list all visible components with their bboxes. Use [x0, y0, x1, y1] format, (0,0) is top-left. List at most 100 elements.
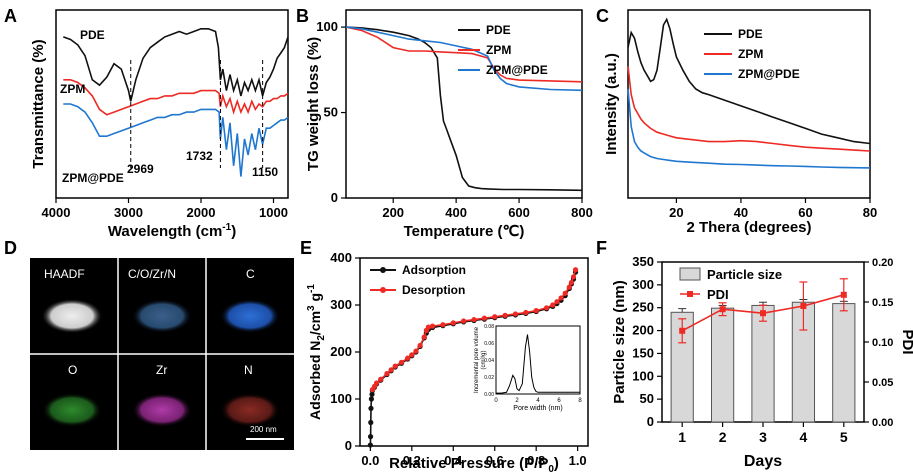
inset-y-tick-0.06: 0.06 [484, 341, 494, 347]
pdi-point-1 [679, 327, 686, 334]
x-tick-label-3: 3 [759, 429, 767, 445]
point-desorption [369, 387, 376, 393]
point-desorption [554, 299, 560, 305]
y-tick-label-50: 50 [640, 391, 654, 406]
point-adsorption [368, 396, 374, 402]
point-desorption [423, 327, 429, 333]
scalebar-label: 200 nm [250, 425, 277, 434]
legend-label-zpm-pde: ZPM@PDE [738, 67, 800, 81]
panel-letter-e: E [300, 238, 312, 258]
panel-b-lines [345, 26, 583, 192]
panel-letter-b: B [296, 6, 309, 26]
point-desorption [461, 318, 467, 324]
inset-x-tick-2: 2 [515, 398, 519, 404]
panel-f-ylabel: Particle size (nm) [611, 280, 628, 403]
x-tick-label-0.4: 0.4 [444, 453, 463, 468]
panel-a-label-pde: PDE [80, 28, 105, 42]
panel-a-x-ticks: 4000 3000 2000 1000 [42, 198, 288, 220]
pdi-point-5 [840, 291, 847, 298]
panel-e-xlabel: Relative Pressure (P/P0) [389, 455, 559, 472]
point-desorption [570, 274, 577, 280]
point-desorption [421, 334, 427, 340]
legend-marker-pdi [687, 291, 693, 297]
point-desorption [429, 323, 436, 329]
x-tick-label-3000: 3000 [114, 205, 143, 220]
particle-zr [132, 393, 192, 427]
panel-b-ylabel: TG weight loss (%) [305, 37, 322, 171]
point-adsorption [368, 405, 374, 411]
legend-label-pdi: PDI [707, 287, 729, 302]
y-tick-label-100: 100 [316, 19, 338, 34]
panel-f-xlabel: Days [744, 453, 782, 470]
x-tick-label-400: 400 [445, 205, 467, 220]
point-adsorption [368, 419, 374, 426]
panel-e-ylabel: Adsorbed N2/cm3 g-1 [306, 284, 327, 420]
point-desorption [562, 290, 568, 296]
x-tick-label-4: 4 [800, 429, 808, 445]
y-tick-label-50: 50 [324, 105, 338, 120]
panel-a-peak-1150: 1150 [252, 165, 278, 179]
point-desorption [512, 311, 519, 317]
panel-letter-d: D [4, 238, 17, 258]
legend-label-zpm: ZPM [486, 43, 511, 57]
legend-label-adsorption: Adsorption [402, 263, 466, 277]
panel-e-ticks: 0.0 0.2 0.4 0.6 0.8 1.0 0 100 200 300 400 [330, 250, 586, 468]
inset-y-tick-0.04: 0.04 [484, 358, 494, 364]
point-desorption [440, 322, 446, 328]
panel-a-xlabel: Wavelength (cm-1) [108, 222, 236, 240]
point-desorption [502, 312, 508, 318]
particle-o [42, 393, 102, 427]
y2-tick-label-0.05: 0.05 [872, 377, 893, 389]
panel-c-xlabel: 2 Thera (degrees) [686, 219, 811, 236]
legend-marker-adsorption [380, 267, 386, 273]
x-tick-label-800: 800 [571, 205, 593, 220]
series-line-pde [63, 28, 289, 102]
legend-label-particle-size: Particle size [707, 267, 782, 282]
x-tick-label-0: 0.0 [361, 453, 379, 468]
y2-tick-label-0.10: 0.10 [872, 337, 893, 349]
point-desorption [378, 376, 384, 382]
y-tick-label-0: 0 [647, 414, 654, 429]
tile-label-haadf: HAADF [44, 267, 85, 281]
panel-c-ticks: 20 40 60 80 [669, 198, 877, 220]
panel-c-lines [627, 17, 871, 169]
panel-e-inset: 0 2 4 6 8 0.00 0.02 0.04 0.06 0.08 Pore width (nm)… [474, 324, 582, 412]
particle-c [220, 299, 280, 333]
series-line-zpm [345, 26, 583, 83]
x-tick-label-1: 1.0 [569, 453, 587, 468]
inset-x-tick-4: 4 [536, 398, 540, 404]
particle-n [220, 393, 280, 427]
x-tick-label-0.2: 0.2 [403, 453, 421, 468]
legend-swatch-particle-size [679, 267, 701, 281]
y-tick-label-100: 100 [632, 368, 654, 383]
point-adsorption [369, 391, 375, 397]
panel-f-bars [670, 298, 856, 423]
panel-letter-a: A [4, 6, 17, 26]
bar-day-5 [832, 303, 856, 423]
series-line-zpm [63, 79, 289, 116]
panel-f-y2label: PDI [899, 329, 913, 354]
legend-marker-desorption [380, 287, 386, 293]
panel-b-axes [345, 9, 583, 199]
point-desorption [572, 267, 579, 273]
legend-label-zpm-pde: ZPM@PDE [486, 63, 548, 77]
panel-f: F 1 2 3 4 50501001502002503003500.000.050.10… [596, 238, 913, 470]
panel-a-peak-marks [130, 60, 264, 168]
panel-f-ticks: 1 2 3 4 50501001502002503003500.000.050.100.… [632, 254, 893, 445]
panel-letter-f: F [596, 238, 607, 258]
tile-label-n: N [244, 363, 253, 377]
y-tick-label-350: 350 [632, 254, 654, 269]
point-desorption [481, 315, 487, 321]
point-desorption [543, 305, 550, 311]
inset-x-tick-6: 6 [557, 398, 561, 404]
point-desorption [523, 309, 529, 316]
point-desorption [384, 371, 390, 377]
panel-a: A 4000 3000 2000 1000 Wavelength (cm-1) Tra… [4, 6, 289, 240]
point-desorption [413, 348, 419, 354]
tile-label-zr: Zr [156, 363, 167, 377]
panel-e-legend: Adsorption Desorption [370, 263, 466, 297]
panel-c: C 20 40 60 80 PDE ZPM ZPM@PDE 2 Thera (degree… [596, 6, 877, 236]
legend-label-pde: PDE [486, 23, 511, 37]
tile-label-c: C [246, 267, 255, 281]
